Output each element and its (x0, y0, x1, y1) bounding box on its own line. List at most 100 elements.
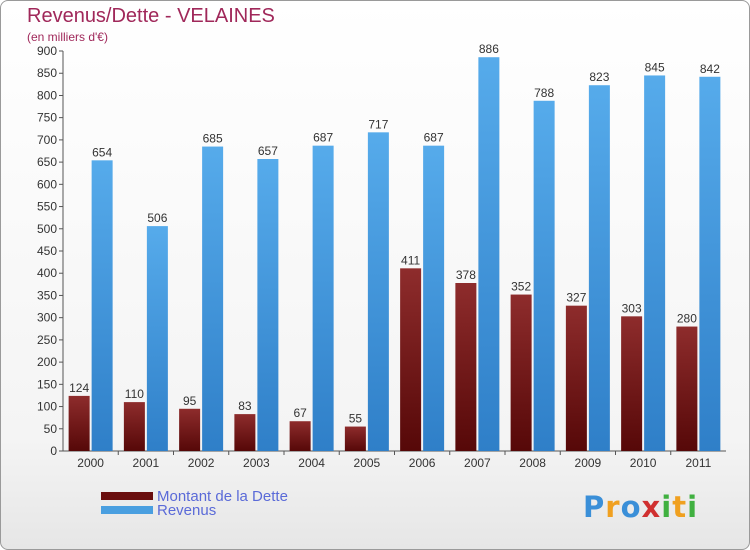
y-tick-label: 850 (37, 66, 57, 80)
x-tick-label: 2011 (685, 456, 711, 470)
bar-revenus (533, 100, 555, 452)
bar-revenus (423, 145, 445, 451)
x-tick-label: 2007 (464, 456, 491, 470)
bar-debt (455, 283, 477, 451)
x-tick-label: 2002 (188, 456, 215, 470)
data-label-revenus: 886 (479, 42, 499, 56)
legend-label-revenus: Revenus (157, 501, 217, 519)
bar-debt (510, 294, 532, 451)
bar-revenus (312, 145, 334, 451)
y-tick-label: 0 (50, 444, 57, 458)
data-label-revenus: 657 (258, 144, 278, 158)
data-labels: 124 110 95 83 67 55 411 378 352 327 303 280 654 506 68… (69, 42, 720, 425)
bar-revenus (202, 146, 224, 452)
data-label-debt: 124 (69, 381, 89, 395)
x-tick-label: 2008 (519, 456, 546, 470)
data-label-revenus: 506 (147, 211, 167, 225)
data-label-debt: 303 (622, 301, 642, 315)
chart-title: Revenus/Dette - VELAINES (27, 5, 275, 27)
bar-debt (621, 316, 643, 451)
data-label-revenus: 687 (424, 131, 444, 145)
bar-revenus (146, 226, 168, 451)
data-label-debt: 83 (238, 399, 252, 413)
axes: 0 50 100 150 200 250 300 350 400 450 500 550 600 650 7… (37, 44, 726, 470)
y-tick-label: 300 (37, 311, 57, 325)
y-tick-label: 350 (37, 288, 57, 302)
data-label-debt: 67 (293, 406, 307, 420)
y-tick-label: 400 (37, 266, 57, 280)
data-label-revenus: 842 (700, 62, 720, 76)
x-tick-label: 2004 (298, 456, 325, 470)
legend-swatch-revenus (101, 506, 153, 514)
bars (68, 57, 721, 452)
bar-revenus (644, 75, 666, 451)
data-label-debt: 280 (677, 312, 697, 326)
y-tick-label: 550 (37, 200, 57, 214)
data-label-revenus: 685 (203, 132, 223, 146)
bar-debt (565, 305, 587, 451)
legend-item-debt: Montant de la Dette (101, 487, 288, 505)
y-tick-label: 500 (37, 222, 57, 236)
bar-debt (68, 395, 90, 451)
x-tick-label: 2009 (575, 456, 602, 470)
logo-letter: x (641, 490, 662, 524)
bar-debt (676, 326, 698, 451)
logo-letter: i (661, 490, 673, 524)
data-label-revenus: 717 (368, 117, 388, 131)
y-tick-label: 150 (37, 377, 57, 391)
legend-item-revenus: Revenus (101, 501, 217, 519)
y-tick-label: 650 (37, 155, 57, 169)
y-tick-label: 250 (37, 333, 57, 347)
y-tick-label: 900 (37, 44, 57, 58)
y-tick-label: 200 (37, 355, 57, 369)
data-label-revenus: 788 (534, 86, 554, 100)
data-label-revenus: 845 (645, 60, 665, 74)
data-label-debt: 411 (401, 253, 420, 267)
x-tick-label: 2003 (243, 456, 270, 470)
bar-revenus (478, 57, 500, 451)
y-tick-label: 750 (37, 111, 57, 125)
x-tick-label: 2006 (409, 456, 436, 470)
data-label-debt: 95 (183, 394, 197, 408)
y-tick-label: 50 (44, 422, 58, 436)
bar-debt (179, 408, 201, 451)
x-tick-label: 2001 (133, 456, 160, 470)
bar-debt (234, 414, 256, 451)
bar-debt (123, 402, 145, 451)
logo-letter: r (605, 490, 621, 524)
x-tick-label: 2000 (77, 456, 104, 470)
bar-debt (344, 426, 366, 451)
proxiti-logo: Proxiti (583, 490, 698, 524)
data-label-revenus: 654 (92, 145, 112, 159)
logo-letter: i (687, 490, 699, 524)
logo-letter: o (620, 490, 642, 524)
x-tick-label: 2010 (630, 456, 657, 470)
y-tick-label: 600 (37, 177, 57, 191)
legend-swatch-debt (101, 492, 153, 500)
bar-revenus (588, 85, 610, 451)
y-tick-label: 700 (37, 133, 57, 147)
bar-revenus (91, 160, 113, 452)
data-label-debt: 327 (566, 291, 586, 305)
logo-letter: P (583, 490, 606, 524)
bar-debt (289, 421, 311, 451)
bar-revenus (699, 76, 721, 452)
bar-revenus (367, 132, 389, 452)
logo-letter: t (672, 490, 688, 524)
bar-debt (400, 268, 422, 451)
data-label-revenus: 823 (589, 70, 609, 84)
data-label-debt: 352 (511, 280, 531, 294)
data-label-debt: 55 (349, 412, 363, 426)
x-tick-label: 2005 (354, 456, 381, 470)
chart-subtitle: (en milliers d'€) (27, 30, 108, 44)
y-tick-label: 450 (37, 244, 57, 258)
y-tick-label: 100 (37, 400, 57, 414)
legend-label-debt: Montant de la Dette (157, 487, 288, 505)
data-label-debt: 378 (456, 268, 476, 282)
y-tick-label: 800 (37, 88, 57, 102)
bar-revenus (257, 159, 279, 451)
data-label-revenus: 687 (313, 131, 333, 145)
data-label-debt: 110 (125, 387, 144, 401)
